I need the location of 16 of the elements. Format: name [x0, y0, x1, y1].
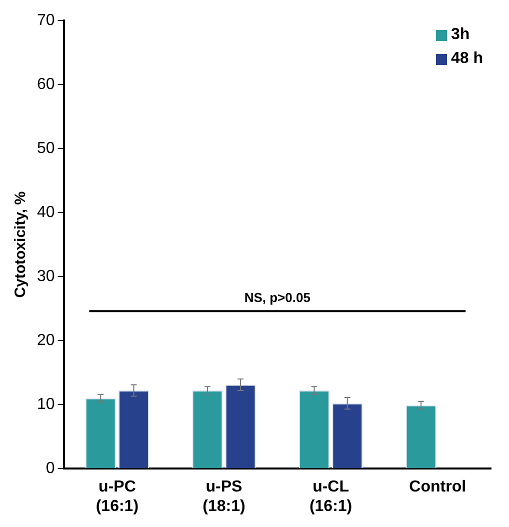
y-tick-label: 70: [37, 12, 55, 30]
x-tick-label: u-PC (16:1): [96, 478, 139, 515]
y-tick-label: 20: [37, 332, 55, 350]
ref-line-label: NS, p>0.05: [244, 290, 310, 306]
x-tick-label: u-PS (18:1): [202, 478, 246, 515]
y-tick-label: 60: [37, 76, 55, 94]
y-tick-label: 30: [37, 268, 55, 286]
legend-label: 48 h: [450, 50, 483, 68]
y-tick-label: 10: [37, 396, 55, 414]
y-tick-label: 40: [37, 204, 55, 222]
legend-label: 3h: [450, 26, 470, 44]
x-tick-label: Control: [409, 478, 466, 496]
y-axis-title: Cytotoxicity, %: [12, 191, 30, 298]
y-tick-label: 0: [46, 460, 55, 478]
y-tick-label: 50: [37, 140, 55, 158]
x-tick-label: u-CL (16:1): [309, 478, 352, 515]
